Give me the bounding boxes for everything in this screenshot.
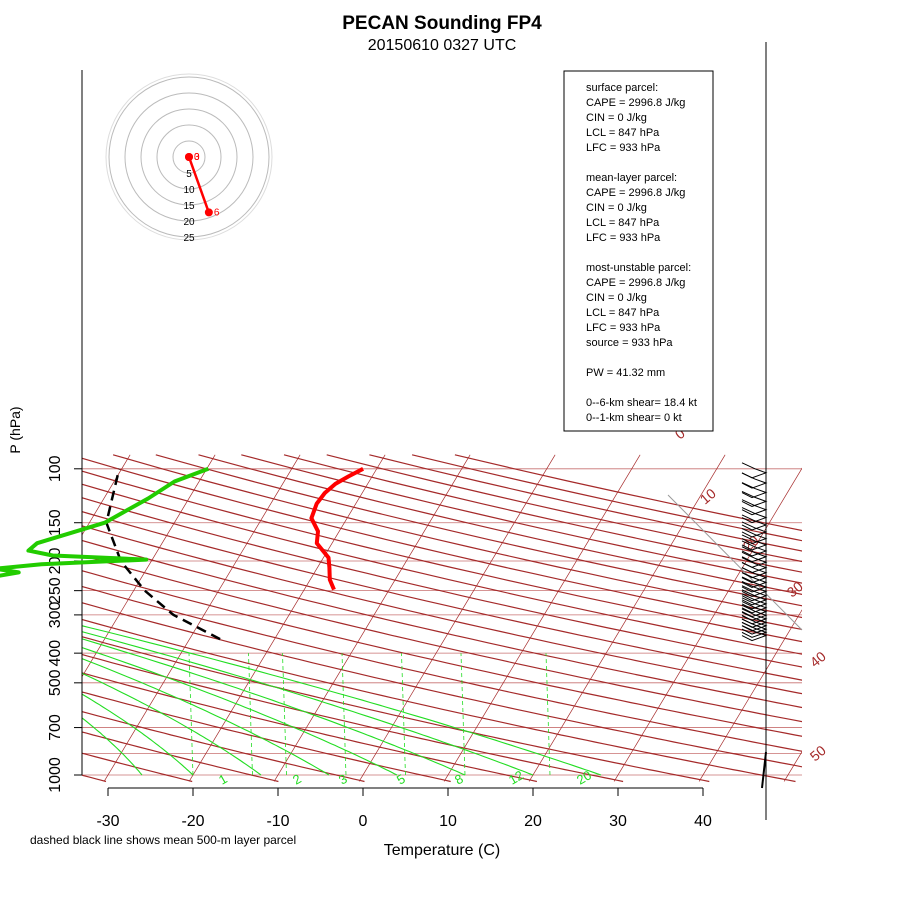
hodograph-point-label: 6 (214, 207, 220, 218)
info-box-line: CIN = 0 J/kg (586, 112, 647, 124)
hodograph-ring-label: 15 (183, 201, 195, 212)
x-tick-label: -30 (96, 813, 119, 830)
isotherm-line (104, 455, 300, 782)
isotherm-line (784, 455, 900, 782)
wind-barb (742, 473, 766, 488)
dry-adiabat (284, 455, 900, 782)
mixing-ratio-label: 20 (574, 767, 594, 787)
mixing-ratio-label: 12 (506, 767, 526, 787)
wind-barb (742, 463, 766, 478)
mixing-ratio-line (189, 653, 193, 775)
info-box-line: CAPE = 2996.8 J/kg (586, 187, 685, 199)
mixing-ratio-line (249, 653, 253, 775)
wind-barbs (742, 42, 766, 820)
dry-adiabat (70, 455, 900, 782)
y-tick-label: 1000 (47, 757, 64, 793)
isotherm-line (869, 455, 900, 782)
isotherm-label: 30 (784, 578, 806, 600)
info-box-line: LFC = 933 hPa (586, 142, 661, 154)
x-axis-label: Temperature (C) (384, 842, 500, 859)
info-box-line: source = 933 hPa (586, 337, 673, 349)
hodograph-point (185, 153, 193, 161)
wind-barb (742, 558, 766, 573)
info-box-line: CAPE = 2996.8 J/kg (586, 97, 685, 109)
x-tick-label: 20 (524, 813, 542, 830)
dry-adiabat (455, 455, 900, 782)
hodograph-ring-label: 20 (183, 217, 195, 228)
hodograph-ring-label: 5 (186, 169, 192, 180)
dry-adiabat (369, 455, 900, 782)
mixing-ratio-line (402, 653, 406, 775)
isotherm-line (0, 455, 45, 782)
y-tick-label: 300 (47, 601, 64, 628)
info-box-line: CAPE = 2996.8 J/kg (586, 277, 685, 289)
mixing-ratio-label: 8 (452, 771, 466, 788)
mixing-ratio-label: 3 (336, 771, 350, 788)
chart-subtitle: 20150610 0327 UTC (368, 37, 517, 54)
isotherm-label: 50 (807, 742, 829, 764)
dewpoint-profile-line (0, 469, 208, 591)
info-box: surface parcel: CAPE = 2996.8 J/kg CIN = 0… (564, 71, 713, 431)
y-tick-label: 250 (47, 577, 64, 604)
surface-wind-barb (762, 752, 766, 788)
info-box-line: most-unstable parcel: (586, 262, 691, 274)
x-tick-label: 40 (694, 813, 712, 830)
x-tick-label: 10 (439, 813, 457, 830)
mixing-ratio-label: 2 (290, 771, 304, 788)
info-box-line: CIN = 0 J/kg (586, 292, 647, 304)
info-box-line: CIN = 0 J/kg (586, 202, 647, 214)
isotherm-label: 10 (697, 485, 719, 507)
info-box-line: 0--1-km shear= 0 kt (586, 412, 682, 424)
hodograph-point-label: 3 (194, 152, 200, 163)
y-tick-label: 100 (47, 455, 64, 482)
isotherm-line (0, 455, 130, 782)
boundary-line (668, 495, 802, 630)
dry-adiabat (412, 455, 900, 782)
y-tick-label: 400 (47, 640, 64, 667)
info-box-line: LCL = 847 hPa (586, 217, 660, 229)
info-box-line: LFC = 933 hPa (586, 232, 661, 244)
mixing-ratio-label: 1 (216, 771, 230, 788)
y-axis-label: P (hPa) (7, 406, 23, 453)
isotherm-label: 40 (807, 648, 829, 670)
hodograph-ring-label: 25 (183, 233, 195, 244)
chart-title: PECAN Sounding FP4 (342, 13, 542, 34)
hodograph-point (205, 208, 213, 216)
info-box-line: 0--6-km shear= 18.4 kt (586, 397, 697, 409)
footnote: dashed black line shows mean 500-m layer… (30, 833, 296, 847)
dry-adiabat (0, 455, 709, 782)
isotherm-line (699, 455, 895, 782)
y-tick-label: 700 (47, 714, 64, 741)
x-tick-label: 0 (359, 813, 368, 830)
dry-adiabat (0, 455, 537, 782)
info-box-line: mean-layer parcel: (586, 172, 677, 184)
info-box-line: surface parcel: (586, 82, 658, 94)
wind-barb (742, 500, 766, 515)
x-tick-label: -10 (266, 813, 289, 830)
dry-adiabat (327, 455, 900, 782)
info-box-line: LFC = 933 hPa (586, 322, 661, 334)
x-tick-label: -20 (181, 813, 204, 830)
y-tick-label: 500 (47, 669, 64, 696)
y-tick-label: 200 (47, 548, 64, 575)
isotherm-line (189, 455, 385, 782)
info-box-line: LCL = 847 hPa (586, 127, 660, 139)
info-box-line: LCL = 847 hPa (586, 307, 660, 319)
y-tick-label: 150 (47, 509, 64, 536)
x-tick-label: 30 (609, 813, 627, 830)
info-box-line: PW = 41.32 mm (586, 367, 665, 379)
dry-adiabat (0, 455, 451, 782)
hodograph-ring-label: 10 (183, 185, 195, 196)
